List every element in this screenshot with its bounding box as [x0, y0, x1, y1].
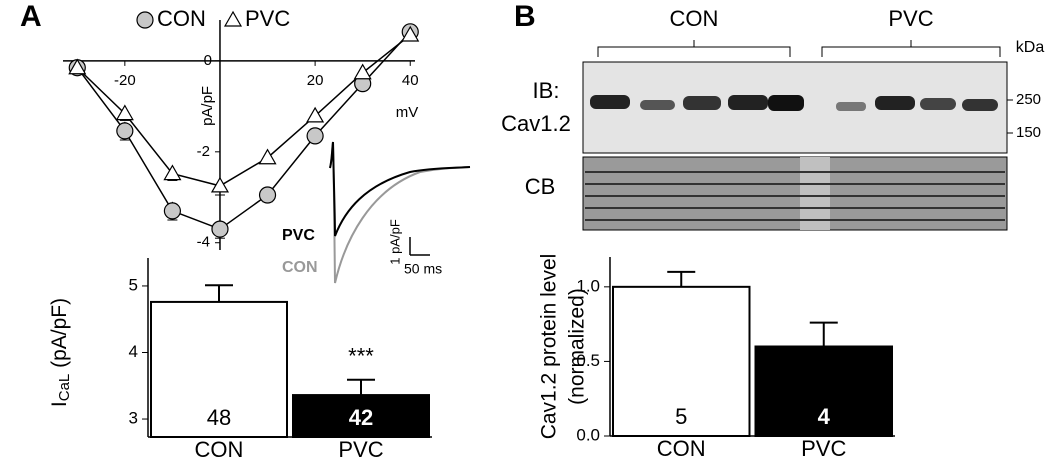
bracket: [821, 40, 1001, 57]
n-label: 5: [675, 404, 687, 429]
y-tick-label: 4: [129, 342, 138, 361]
n-label: 4: [818, 404, 831, 429]
band: [728, 95, 768, 110]
band: [920, 98, 956, 110]
x-tick-label: 20: [307, 72, 324, 89]
marker: [353, 63, 372, 80]
n-label: 42: [349, 405, 373, 430]
x-tick-label: -20: [114, 72, 136, 89]
y-axis-label: ICaL (pA/pF): [48, 298, 73, 407]
x-tick-label: 40: [402, 72, 419, 89]
y-axis-label-part: (pA/pF): [48, 298, 71, 374]
annotation: ***: [348, 344, 374, 369]
x-tick-label: 0: [204, 52, 212, 69]
panel-label: B: [514, 0, 536, 33]
group-label: CON: [670, 6, 719, 31]
legend-label: CON: [157, 6, 206, 31]
y-axis-label-sub: CaL: [56, 374, 73, 402]
y-axis-label: Cav1.2 protein level: [538, 254, 561, 440]
marker: [163, 202, 182, 220]
y-tick-label: 1.0: [576, 276, 600, 295]
y-axis-label-part: I: [48, 401, 71, 407]
series-line: [76, 31, 411, 230]
marker: [115, 104, 134, 121]
marker: [401, 25, 420, 42]
marker: [163, 164, 182, 181]
lane: [800, 157, 830, 230]
y-tick-label: -4: [197, 234, 210, 251]
marker: [306, 127, 324, 145]
marker-label: 150: [1016, 124, 1041, 141]
bar: [292, 394, 430, 438]
marker: [116, 122, 134, 140]
n-label: 48: [207, 405, 231, 430]
scale-label: 1 pA/pF: [387, 219, 402, 265]
marker: [306, 106, 325, 123]
marker-label: 250: [1016, 91, 1041, 108]
x-tick-label: CON: [195, 437, 244, 462]
band: [640, 100, 675, 110]
bar: [754, 345, 893, 437]
y-tick-label: 5: [129, 275, 138, 294]
series-line: [76, 34, 411, 187]
trace-label: PVC: [282, 227, 315, 244]
y-axis-label: (normalized): [566, 288, 589, 405]
legend-label: PVC: [245, 6, 290, 31]
scale-label: 50 ms: [404, 261, 442, 277]
panel-label: A: [20, 0, 42, 33]
legend-marker: [223, 10, 243, 27]
marker: [210, 176, 230, 193]
current-trace: [329, 141, 471, 284]
x-tick-label: CON: [657, 436, 706, 461]
marker: [258, 148, 277, 165]
bar: [612, 285, 751, 438]
marker: [68, 58, 87, 75]
band: [962, 99, 998, 111]
ib-label: IB:: [533, 78, 560, 103]
ib-label: Cav1.2: [501, 111, 571, 136]
band: [590, 95, 630, 109]
x-tick-label: PVC: [801, 436, 846, 461]
trace-label: CON: [282, 259, 318, 276]
cb-label: CB: [525, 174, 556, 199]
y-tick-label: 0.5: [576, 351, 600, 370]
bar: [150, 300, 288, 438]
marker: [258, 186, 277, 204]
x-axis-label: mV: [396, 104, 419, 121]
blot: CON PVC kDa 250 150 IB: Cav1.2 CB: [501, 6, 1045, 231]
y-tick-label: 0.0: [576, 425, 600, 444]
band: [768, 95, 804, 111]
x-tick-label: PVC: [338, 437, 383, 462]
cb-bands: [585, 171, 1005, 221]
unit: kDa: [1016, 39, 1045, 56]
bracket: [597, 40, 791, 57]
group-label: PVC: [888, 6, 933, 31]
band: [875, 96, 915, 110]
y-tick-label: 3: [129, 409, 138, 428]
band: [683, 96, 721, 110]
band: [836, 102, 866, 111]
y-axis-label: pA/pF: [199, 86, 216, 126]
cb-blot: [582, 156, 1008, 231]
marker: [211, 220, 229, 238]
legend-marker: [136, 11, 154, 29]
y-tick-label: -2: [197, 143, 210, 160]
